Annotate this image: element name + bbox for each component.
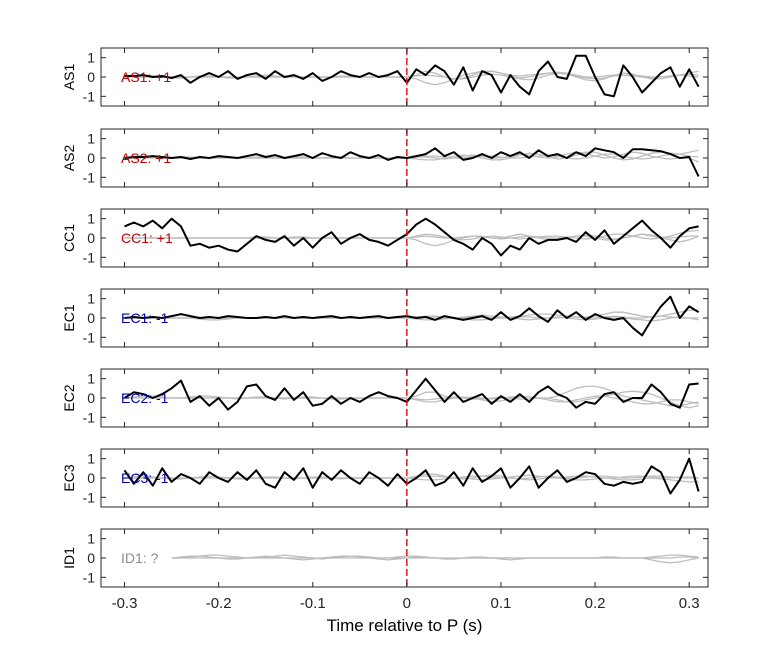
panel-ec2: EC2: -1 -1 0 1 EC2 bbox=[61, 368, 709, 428]
panel-ec3: EC3: -1 -1 0 1 EC3 bbox=[61, 448, 709, 508]
x-tick-label: 0.1 bbox=[491, 595, 512, 612]
x-tick-label: -0.3 bbox=[112, 595, 138, 612]
panel-ec1: EC1: -1 -1 0 1 EC1 bbox=[61, 288, 709, 348]
panel-label: CC1: +1 bbox=[121, 230, 173, 246]
axes-frame bbox=[100, 448, 709, 508]
panel-label: EC1: -1 bbox=[121, 310, 169, 326]
axes-frame bbox=[100, 288, 709, 348]
y-tick-label: 0 bbox=[87, 310, 95, 326]
y-tick-label: 0 bbox=[87, 390, 95, 406]
background-trace-3 bbox=[124, 229, 699, 241]
y-tick-label: 1 bbox=[87, 531, 95, 547]
axes-frame bbox=[100, 528, 709, 588]
x-tick-label: -0.1 bbox=[300, 595, 326, 612]
panel-cc1: CC1: +1 -1 0 1 CC1 bbox=[61, 208, 709, 268]
axes-frame bbox=[100, 208, 709, 268]
x-tick-label: 0.3 bbox=[679, 595, 700, 612]
background-trace-3 bbox=[171, 554, 699, 559]
x-tick-label: -0.2 bbox=[206, 595, 232, 612]
y-tick-label: 0 bbox=[87, 470, 95, 486]
panel-label: EC2: -1 bbox=[121, 390, 169, 406]
y-axis-label: AS1 bbox=[61, 64, 77, 91]
main-trace bbox=[123, 457, 700, 495]
y-tick-label: 1 bbox=[87, 451, 95, 467]
y-tick-label: 0 bbox=[87, 69, 95, 85]
main-trace bbox=[124, 147, 700, 177]
background-trace-2 bbox=[171, 554, 699, 564]
y-tick-label: 1 bbox=[87, 291, 95, 307]
panel-label: AS1: +1 bbox=[121, 69, 171, 85]
main-trace bbox=[124, 54, 700, 98]
y-tick-label: -1 bbox=[83, 409, 96, 425]
y-tick-label: 0 bbox=[87, 230, 95, 246]
axes-frame bbox=[100, 368, 709, 428]
panel-as1: AS1: +1 -1 0 1 AS1 bbox=[61, 47, 709, 107]
panel-label: EC3: -1 bbox=[121, 470, 169, 486]
y-axis-label: EC1 bbox=[61, 304, 77, 331]
x-tick-label: 0 bbox=[403, 595, 411, 612]
y-tick-label: -1 bbox=[83, 329, 96, 345]
y-tick-label: -1 bbox=[83, 88, 96, 104]
y-tick-label: 1 bbox=[87, 371, 95, 387]
y-axis-label: CC1 bbox=[61, 224, 77, 252]
background-trace-2 bbox=[124, 233, 699, 247]
y-axis-label: EC3 bbox=[61, 464, 77, 491]
y-axis-label: EC2 bbox=[61, 384, 77, 411]
panel-label: ID1: ? bbox=[121, 550, 159, 566]
x-axis-label: Time relative to P (s) bbox=[327, 616, 483, 635]
y-tick-label: 0 bbox=[87, 150, 95, 166]
x-tick-label: 0.2 bbox=[585, 595, 606, 612]
y-tick-label: -1 bbox=[83, 169, 96, 185]
main-trace bbox=[124, 295, 700, 337]
y-tick-label: -1 bbox=[83, 489, 96, 505]
main-trace bbox=[123, 377, 699, 411]
y-tick-label: 1 bbox=[87, 131, 95, 147]
main-trace bbox=[124, 217, 699, 257]
panel-id1: ID1: ? -1 0 1 ID1 -0.3 -0.2 -0.1 0 0.1 0.2 0.3 bbox=[61, 528, 709, 612]
background-traces bbox=[124, 229, 699, 247]
panel-label: AS2: +1 bbox=[121, 150, 171, 166]
y-axis-label: ID1 bbox=[61, 547, 77, 569]
panel-as2: AS2: +1 -1 0 1 AS2 bbox=[61, 128, 709, 188]
y-tick-label: -1 bbox=[83, 249, 96, 265]
y-tick-label: 1 bbox=[87, 50, 95, 66]
y-axis-label: AS2 bbox=[61, 145, 77, 172]
background-traces bbox=[171, 554, 699, 564]
y-tick-label: -1 bbox=[83, 569, 96, 585]
y-tick-label: 1 bbox=[87, 211, 95, 227]
y-tick-label: 0 bbox=[87, 550, 95, 566]
axes-frame bbox=[100, 47, 709, 107]
axes-frame bbox=[100, 128, 709, 188]
